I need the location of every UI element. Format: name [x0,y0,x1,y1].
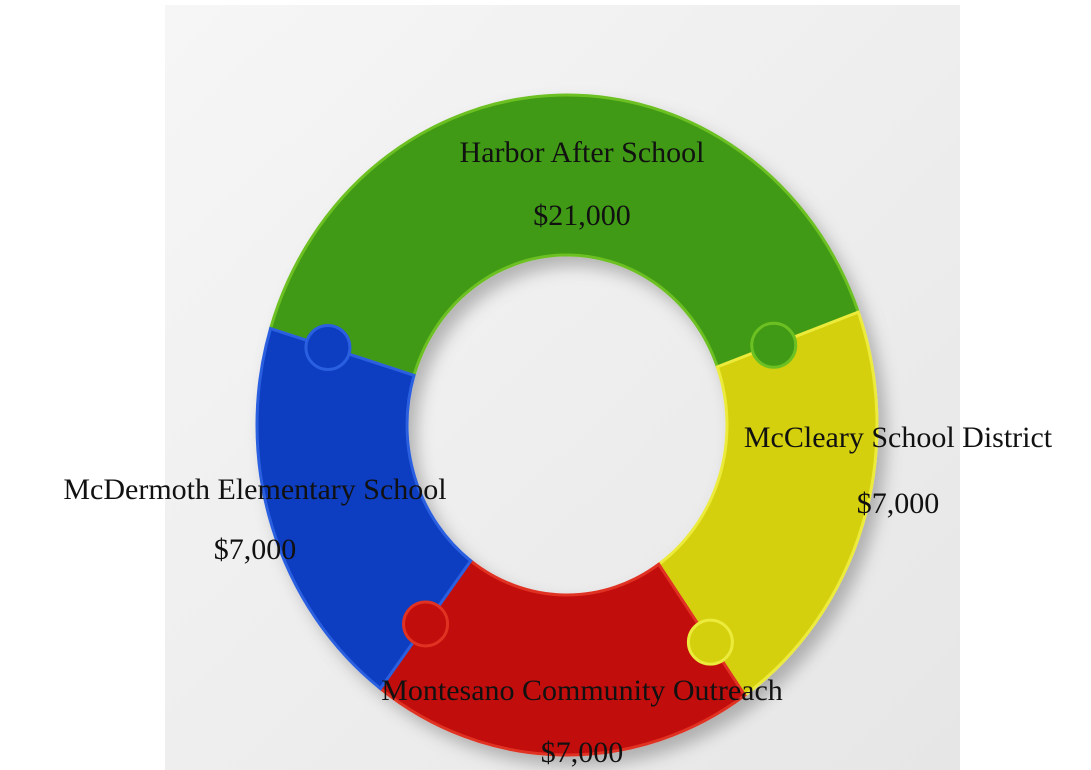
ring [255,93,879,757]
piece-amount: $7,000 [857,487,940,520]
piece-amount: $7,000 [214,533,297,566]
piece-label: McDermoth Elementary School [63,473,446,506]
piece-amount: $21,000 [533,199,631,232]
piece-label: Montesano Community Outreach [381,674,783,707]
puzzle-piece [268,93,861,378]
piece-label: Harbor After School [460,136,705,169]
puzzle-knob [402,600,450,648]
puzzle-piece [255,326,473,691]
puzzle-knob [750,321,798,369]
puzzle-knob [686,618,734,666]
piece-amount: $7,000 [541,736,624,769]
puzzle-knob [304,324,352,372]
puzzle-piece [378,558,747,757]
piece-label: McCleary School District [744,421,1053,454]
puzzle-piece [656,310,879,698]
